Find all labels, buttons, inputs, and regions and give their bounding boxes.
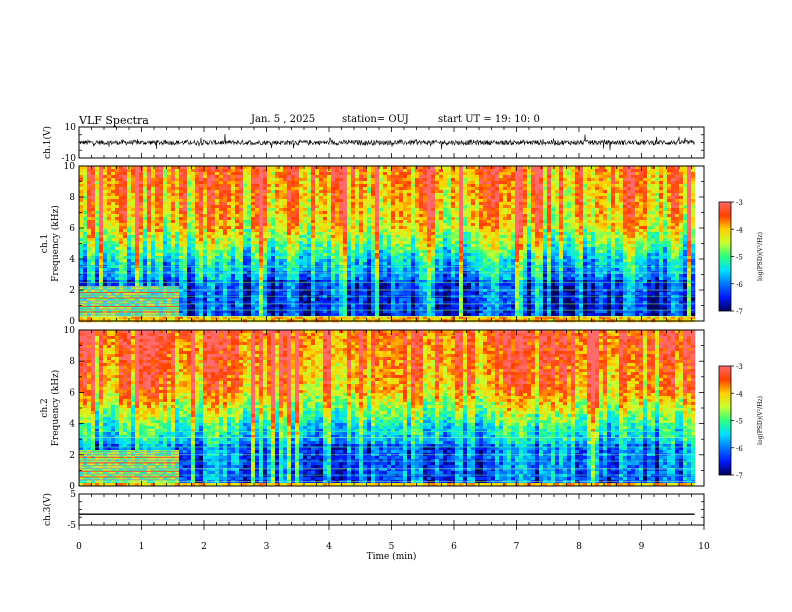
ch2-spectrogram-panel bbox=[78, 329, 705, 487]
ch2-spectrogram-y-tick-label: 8 bbox=[69, 357, 75, 367]
ch3-y-tick-label: 5 bbox=[70, 490, 76, 500]
start-time-label: start UT = 19: 10: 0 bbox=[438, 114, 540, 125]
x-tick-label: 0 bbox=[76, 542, 82, 552]
ch1-spectrogram-y-axis-label: Frequency (kHz) bbox=[50, 205, 61, 282]
date-label: Jan. 5 , 2025 bbox=[251, 114, 316, 125]
ch3-waveform-panel bbox=[78, 493, 705, 526]
x-ticks bbox=[78, 127, 705, 158]
ch1-spectrogram-y-tick-label: 8 bbox=[69, 193, 75, 203]
ch2-spectrogram-colorbar bbox=[718, 365, 734, 476]
x-ticks bbox=[78, 330, 705, 486]
x-axis-label: Time (min) bbox=[367, 551, 417, 562]
ch1-spectrogram-y-tick-label: 6 bbox=[69, 224, 75, 234]
station-label: station= OUJ bbox=[342, 114, 409, 125]
ch1-spectrogram-y-tick-label: 4 bbox=[69, 255, 75, 265]
ch1-waveform-panel bbox=[78, 126, 705, 159]
ch1-spectrogram-panel bbox=[78, 165, 705, 323]
ch2-spectrogram-y-tick-label: 10 bbox=[64, 326, 76, 336]
ch2-spectrogram-colorbar-label: log(PSD)(V²/Hz) bbox=[757, 396, 764, 445]
ch1-spectrogram-colorbar-tick-label: -7 bbox=[736, 308, 743, 316]
ch2-spectrogram-colorbar-tick-label: -4 bbox=[736, 390, 743, 398]
x-tick-label: 3 bbox=[264, 542, 270, 552]
ch1-spectrogram-y-tick-label: 10 bbox=[64, 162, 76, 172]
ch2-spectrogram-colorbar-tick-label: -6 bbox=[736, 445, 743, 453]
ch2-spectrogram-y-tick-label: 4 bbox=[69, 420, 75, 430]
x-tick-label: 8 bbox=[576, 542, 582, 552]
ch2-spectrogram-y-tick-label: 2 bbox=[69, 451, 75, 461]
ch1-spectrogram-colorbar-label: log(PSD)(V²/Hz) bbox=[757, 232, 764, 281]
ch2-spectrogram-cells bbox=[79, 330, 696, 487]
x-tick-label: 9 bbox=[639, 542, 645, 552]
ch1-y-tick-label: -10 bbox=[62, 154, 77, 164]
ch2-spectrogram-colorbar-tick-label: -3 bbox=[736, 363, 743, 371]
ch1-spectrogram-colorbar-tick-label: -4 bbox=[736, 226, 743, 234]
x-tick-label: 2 bbox=[201, 542, 207, 552]
chart-title: VLF Spectra bbox=[79, 114, 149, 127]
ch2-spectrogram-y-tick-label: 0 bbox=[69, 482, 75, 492]
ch2-spectrogram-channel-label: ch.2 bbox=[40, 398, 50, 417]
ch3-y-tick-label: -5 bbox=[67, 521, 76, 531]
ch1-y-tick-label: 10 bbox=[65, 123, 77, 133]
x-tick-label: 1 bbox=[139, 542, 145, 552]
x-tick-label: 7 bbox=[514, 542, 520, 552]
ch2-spectrogram-y-axis-label: Frequency (kHz) bbox=[50, 370, 61, 447]
ch3-y-axis-label: ch.3(V) bbox=[42, 493, 53, 526]
ch1-spectrogram-channel-label: ch.1 bbox=[40, 234, 50, 253]
ch2-spectrogram-colorbar-tick-label: -5 bbox=[736, 418, 743, 426]
ch1-waveform-line bbox=[78, 133, 695, 151]
ch1-y-axis-label: ch.1(V) bbox=[42, 126, 53, 159]
ch2-spectrogram-y-tick-label: 6 bbox=[69, 388, 75, 398]
x-tick-label: 6 bbox=[451, 542, 457, 552]
ch1-spectrogram-colorbar-tick-label: -3 bbox=[736, 199, 743, 207]
x-ticks bbox=[78, 166, 705, 321]
ch2-spectrogram-colorbar-tick-label: -7 bbox=[736, 472, 743, 480]
x-ticks bbox=[78, 494, 705, 530]
x-tick-label: 4 bbox=[326, 542, 332, 552]
ch1-spectrogram-colorbar-tick-label: -5 bbox=[736, 254, 743, 262]
ch1-spectrogram-y-tick-label: 0 bbox=[69, 317, 75, 327]
x-tick-label: 10 bbox=[698, 542, 710, 552]
ch1-spectrogram-colorbar bbox=[718, 201, 734, 312]
x-tick-label: 5 bbox=[389, 542, 395, 552]
ch1-spectrogram-cells bbox=[79, 166, 696, 323]
ch1-spectrogram-y-tick-label: 2 bbox=[69, 286, 75, 296]
ch1-spectrogram-colorbar-tick-label: -6 bbox=[736, 281, 743, 289]
